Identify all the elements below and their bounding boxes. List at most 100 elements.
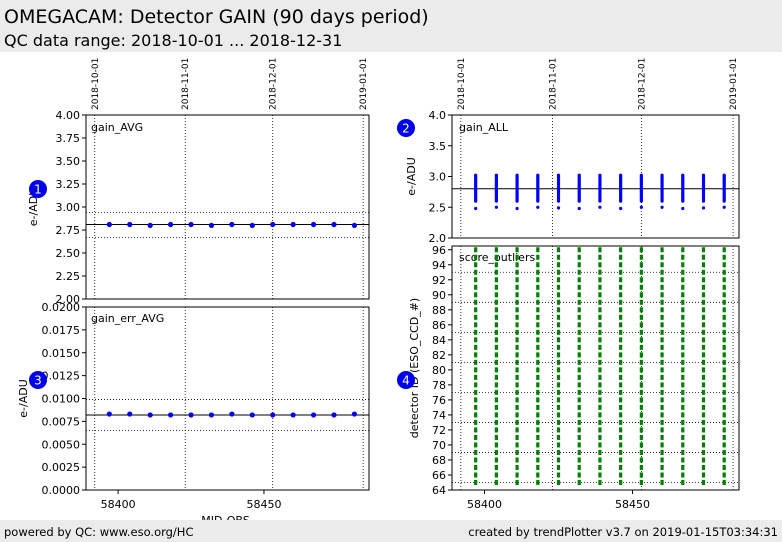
data-point bbox=[619, 479, 623, 485]
data-point bbox=[515, 247, 519, 253]
date-label: 2018-12-01 bbox=[637, 58, 647, 110]
data-point bbox=[515, 337, 519, 343]
data-point bbox=[598, 404, 602, 410]
data-point bbox=[681, 434, 685, 440]
data-point bbox=[701, 254, 706, 260]
data-point bbox=[681, 397, 685, 403]
data-point bbox=[639, 262, 643, 268]
data-point bbox=[639, 367, 643, 373]
data-point bbox=[701, 173, 706, 177]
data-point bbox=[536, 277, 540, 283]
data-point bbox=[681, 427, 685, 433]
data-point bbox=[168, 412, 174, 418]
data-point bbox=[598, 352, 602, 358]
panel-marker-3: 3 bbox=[29, 371, 47, 389]
data-point bbox=[556, 269, 561, 275]
data-point bbox=[577, 472, 581, 478]
outlier-point bbox=[494, 205, 498, 209]
data-point bbox=[556, 247, 561, 253]
outlier-point bbox=[681, 206, 685, 211]
data-point bbox=[660, 277, 664, 283]
data-point bbox=[701, 299, 706, 305]
plot-frame bbox=[451, 114, 740, 239]
data-point bbox=[536, 397, 540, 403]
data-point bbox=[515, 254, 519, 260]
data-point bbox=[598, 284, 602, 290]
data-point bbox=[598, 173, 602, 177]
data-point bbox=[536, 434, 540, 440]
data-point bbox=[639, 284, 643, 290]
data-point bbox=[639, 352, 643, 358]
data-point bbox=[494, 337, 498, 343]
data-point bbox=[598, 367, 602, 373]
data-point bbox=[681, 254, 685, 260]
data-point bbox=[660, 457, 664, 463]
panel-number-badge bbox=[29, 180, 47, 198]
y-axis-label: e-/ADU bbox=[17, 379, 30, 418]
data-point bbox=[639, 464, 643, 470]
data-point bbox=[494, 472, 498, 478]
data-point bbox=[536, 284, 540, 290]
data-point bbox=[229, 221, 235, 228]
data-point bbox=[598, 277, 602, 283]
data-point bbox=[619, 269, 623, 275]
data-point bbox=[639, 442, 643, 448]
data-point bbox=[515, 374, 519, 380]
y-tick-label: 0.0150 bbox=[42, 347, 81, 360]
data-point bbox=[660, 427, 664, 433]
y-tick-label: 0.0125 bbox=[42, 370, 81, 383]
data-point bbox=[577, 262, 581, 268]
data-point bbox=[474, 367, 478, 373]
y-tick-label: 70 bbox=[432, 439, 446, 452]
y-tick-label: 2.0 bbox=[429, 232, 447, 245]
data-point bbox=[474, 322, 478, 328]
data-point bbox=[536, 173, 540, 177]
data-point bbox=[577, 449, 581, 455]
data-point bbox=[598, 397, 602, 403]
data-point bbox=[577, 479, 581, 485]
panel-number-badge bbox=[397, 119, 415, 137]
data-point bbox=[639, 337, 643, 343]
data-point bbox=[681, 479, 685, 485]
data-point bbox=[619, 389, 623, 395]
data-point bbox=[536, 314, 540, 320]
data-point bbox=[639, 344, 643, 350]
data-point bbox=[515, 344, 519, 350]
y-tick-label: 64 bbox=[432, 484, 446, 497]
panel-number-label: 4 bbox=[402, 374, 410, 388]
data-point bbox=[660, 412, 664, 418]
y-tick-label: 3.75 bbox=[56, 132, 81, 145]
data-point bbox=[598, 262, 602, 268]
y-tick-label: 0.0075 bbox=[42, 415, 81, 428]
data-point bbox=[577, 307, 581, 313]
data-point bbox=[515, 314, 519, 320]
data-point bbox=[474, 472, 478, 478]
data-point bbox=[474, 314, 478, 320]
data-point bbox=[556, 479, 561, 485]
y-tick-label: 66 bbox=[432, 469, 446, 482]
panel-marker-1: 1 bbox=[29, 180, 47, 198]
data-point bbox=[577, 277, 581, 283]
data-point bbox=[598, 382, 602, 388]
data-point bbox=[556, 292, 561, 298]
data-point bbox=[701, 374, 706, 380]
data-point bbox=[556, 389, 561, 395]
outlier-point bbox=[536, 205, 540, 209]
data-point bbox=[722, 389, 726, 395]
y-tick-label: 3.0 bbox=[429, 171, 447, 184]
data-point bbox=[660, 397, 664, 403]
data-point bbox=[722, 322, 726, 328]
data-point bbox=[722, 299, 726, 305]
data-point bbox=[536, 412, 540, 418]
y-tick-label: 3.5 bbox=[429, 140, 447, 153]
data-point bbox=[474, 262, 478, 268]
data-point bbox=[619, 412, 623, 418]
data-point bbox=[351, 411, 358, 417]
data-point bbox=[639, 434, 643, 440]
data-point bbox=[660, 449, 664, 455]
plot-frame bbox=[85, 306, 370, 491]
data-point bbox=[681, 352, 685, 358]
data-point bbox=[701, 419, 706, 425]
page-title: OMEGACAM: Detector GAIN (90 days period) bbox=[4, 6, 429, 28]
